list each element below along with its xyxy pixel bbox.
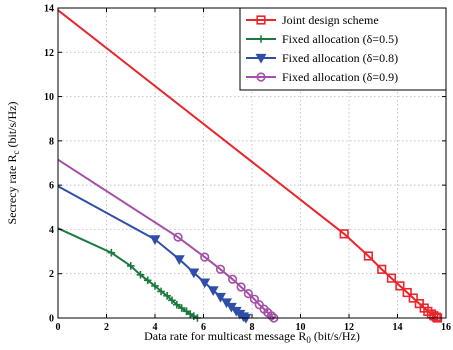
y-tick-label: 10 [44, 92, 54, 103]
series-3-point [199, 278, 211, 289]
x-axis-label-subscript: 0 [306, 335, 311, 345]
legend-label-4: Fixed allocation (δ=0.9) [282, 70, 398, 84]
x-tick-label: 14 [393, 322, 403, 333]
y-axis-label-unit: (bit/s/Hz) [5, 102, 19, 151]
series-3-point [173, 255, 185, 265]
legend-label-1: Joint design scheme [282, 13, 379, 27]
series-2-point [168, 296, 176, 305]
series-1-point [402, 287, 412, 298]
x-axis-label-main: Data rate for multicast message R [144, 329, 306, 343]
series-4-point [249, 294, 260, 304]
x-tick-label: 4 [153, 322, 158, 333]
x-axis-label: Data rate for multicast message R0 (bit/… [144, 329, 360, 345]
series-4-point [266, 311, 277, 321]
series-1-point [386, 273, 397, 283]
series-2-point [151, 282, 159, 290]
x-tick-label: 16 [441, 322, 451, 333]
x-tick-label: 2 [104, 322, 109, 333]
legend-label-3: Fixed allocation (δ=0.8) [282, 51, 398, 65]
y-tick-label: 0 [49, 314, 54, 325]
y-tick-label: 4 [49, 225, 54, 236]
series-4-point [173, 232, 183, 242]
legend: Joint design scheme Fixed allocation (δ=0… [239, 7, 447, 91]
x-tick-label: 10 [296, 322, 306, 333]
x-tick-label: 6 [201, 322, 206, 333]
series-3-point [215, 292, 226, 303]
x-tick-label: 12 [344, 322, 354, 333]
series-3-point [207, 286, 219, 296]
series-2-point [157, 287, 165, 296]
y-axis-label: Secrecy rate Rc (bit/s/Hz) [5, 102, 21, 225]
legend-marker-3 [255, 53, 267, 64]
x-tick-label: 0 [56, 322, 61, 333]
plot-series [57, 9, 443, 324]
y-tick-label: 2 [49, 269, 54, 280]
y-tick-label: 14 [44, 4, 54, 15]
y-tick-label: 12 [44, 48, 54, 59]
x-axis-label-unit: (bit/s/Hz) [311, 329, 360, 343]
series-line-4 [57, 158, 275, 319]
axis-ticks: 0 2 4 6 8 10 12 14 16 0 2 4 6 8 10 12 14 [44, 4, 451, 334]
series-4-point [228, 274, 238, 284]
series-2-point [126, 262, 135, 270]
series-2-point [177, 304, 186, 312]
legend-marker-4 [256, 72, 266, 82]
series-1-point [339, 229, 349, 239]
y-axis-label-main: Secrecy rate R [5, 155, 19, 225]
series-2-point [107, 248, 116, 257]
legend-marker-2 [257, 35, 265, 43]
series-2-point [136, 271, 145, 279]
series-4-point [200, 252, 210, 262]
series-1-point [363, 251, 374, 261]
legend-marker-1 [256, 15, 266, 25]
series-3-point [188, 268, 200, 279]
y-tick-label: 6 [49, 181, 54, 192]
series-3-point [149, 235, 161, 246]
series-1-point [408, 293, 418, 303]
x-tick-label: 8 [250, 322, 255, 333]
series-4-point [215, 264, 226, 274]
y-axis-label-subscript: c [11, 151, 21, 155]
series-2-point [143, 276, 152, 285]
legend-label-2: Fixed allocation (δ=0.5) [282, 32, 398, 46]
y-tick-label: 8 [49, 136, 54, 147]
series-2-point [173, 300, 181, 309]
series-4-point [243, 289, 253, 299]
series-2-point [163, 292, 171, 300]
series-4-point [236, 282, 246, 292]
series-1-point [431, 312, 441, 322]
series-1-point [395, 281, 405, 291]
series-1-point [377, 264, 387, 274]
